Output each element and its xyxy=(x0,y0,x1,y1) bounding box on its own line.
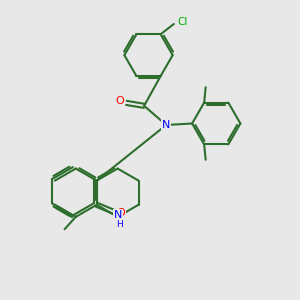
Text: Cl: Cl xyxy=(178,16,188,27)
Text: H: H xyxy=(116,220,122,229)
Text: O: O xyxy=(116,96,124,106)
Text: O: O xyxy=(116,208,125,218)
Text: N: N xyxy=(113,210,122,220)
Text: N: N xyxy=(162,120,170,130)
